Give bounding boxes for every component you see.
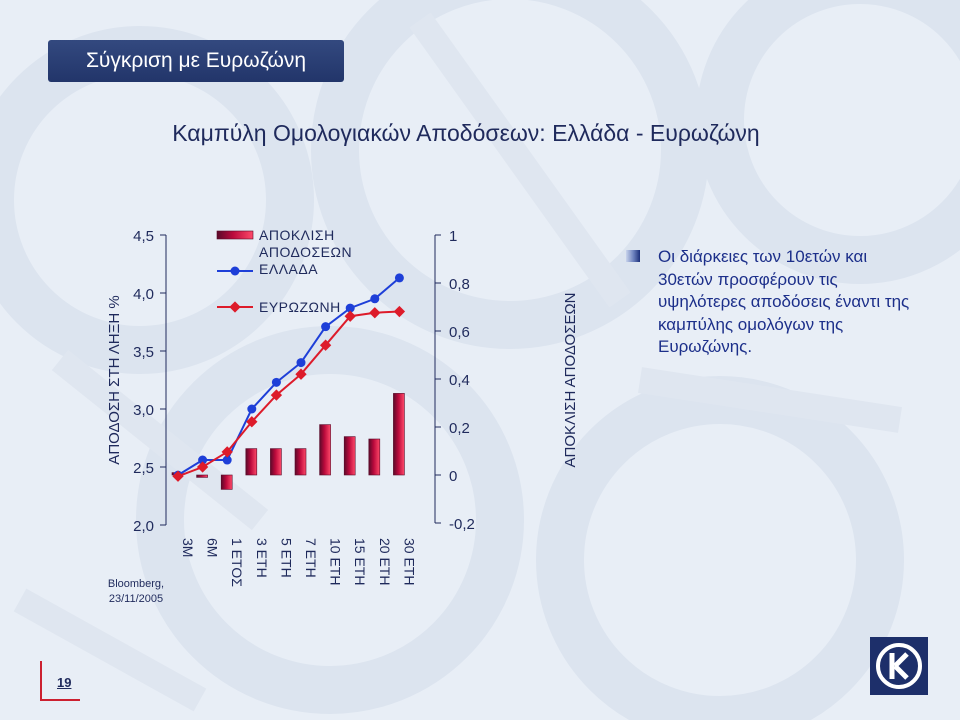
greece-yield-point [394,273,404,283]
slide-title: Σύγκριση με Ευρωζώνη [48,40,344,82]
right-tick-label: 1 [449,228,457,245]
x-tick-label: 10 ΕΤΗ [328,538,344,585]
legend-eurozone-marker [229,301,241,313]
right-tick-label: 0,8 [449,276,470,293]
page-number: 19 [57,675,72,690]
right-tick-label: 0,2 [449,420,470,437]
eurozone-yield-point [221,446,233,458]
left-tick-label: 4,0 [133,286,154,303]
x-tick-label: 5 ΕΤΗ [278,538,294,578]
spread-bar [368,438,381,476]
commentary-block: Οι διάρκειες των 10ετών και 30ετών προσφ… [626,246,926,359]
greece-yield-point [247,404,257,414]
spread-bar [196,474,208,478]
left-tick-label: 4,5 [133,228,154,245]
left-tick-label: 2,5 [133,460,154,477]
eurozone-yield-line [177,310,400,478]
right-tick-label: 0,6 [449,324,470,341]
spread-bar [245,448,258,476]
legend-eurozone-label: ΕΥΡΩΖΩΝΗ [259,299,341,315]
commentary-text: Οι διάρκειες των 10ετών και 30ετών προσφ… [658,247,910,356]
greece-yield-point [296,358,306,368]
x-tick-label: 30 ΕΤΗ [401,538,417,585]
alpha-bank-logo-icon [870,637,928,695]
eurozone-yield-point [369,307,381,319]
greece-yield-point [345,303,355,313]
eurozone-yield-point [393,305,406,318]
eurozone-yield-point [172,470,184,482]
right-tick-label: 0 [449,468,457,485]
x-tick-label: 15 ΕΤΗ [352,538,368,585]
greece-yield-point [198,455,208,465]
eurozone-yield-point [344,310,356,322]
greece-yield-point [370,294,380,304]
eurozone-yield-point [295,368,307,380]
eurozone-yield-point [196,461,209,473]
chart-title: Καμπύλη Ομολογιακών Αποδόσεων: Ελλάδα - … [172,120,760,146]
source-note: Bloomberg, 23/11/2005 [96,577,176,607]
left-tick-label: 2,0 [133,518,154,535]
x-tick-label: 7 ΕΤΗ [303,538,319,578]
greece-yield-point [321,322,331,332]
x-tick-label: 3 ΕΤΗ [254,538,270,578]
legend-bar-swatch [216,230,254,240]
x-tick-label: 6M [205,538,221,557]
x-tick-label: 20 ΕΤΗ [377,538,393,585]
right-tick-label: 0,4 [449,372,470,389]
source-line-2: 23/11/2005 [108,593,164,605]
left-tick-label: 3,0 [133,402,154,419]
spread-bar [270,448,282,476]
spread-bar [220,474,233,490]
legend-bar-label: ΑΠΟΚΛΙΣΗ ΑΠΟΔΟΣΕΩΝ ΕΛΛΑΔΑ [259,227,352,277]
spread-bar [343,436,356,476]
x-tick-label: 3M [180,538,196,557]
left-tick-label: 3,5 [133,344,154,361]
legend-greece-marker [230,266,240,276]
eurozone-yield-point [246,416,258,428]
y-axis-label: ΑΠΟΔΟΣΗ ΣΤΗ ΛΗΞΗ % [106,295,123,464]
page-number-box: 19 [40,661,80,701]
y-axis-right-label: ΑΠΟΚΛΙΣΗ ΑΠΟΔΟΣΕΩΝ [562,292,579,467]
spread-bar [319,424,331,476]
eurozone-yield-point [319,339,332,351]
spread-bar [294,448,307,476]
source-line-1: Bloomberg, [107,578,165,590]
eurozone-yield-point [270,389,283,401]
x-tick-label: 1 ΕΤΟΣ [229,538,245,587]
greece-yield-point [222,455,232,465]
bullet-square-icon [626,250,640,262]
greece-yield-point [271,377,281,387]
right-tick-label: -0,2 [449,516,475,533]
spread-bar [393,393,405,476]
